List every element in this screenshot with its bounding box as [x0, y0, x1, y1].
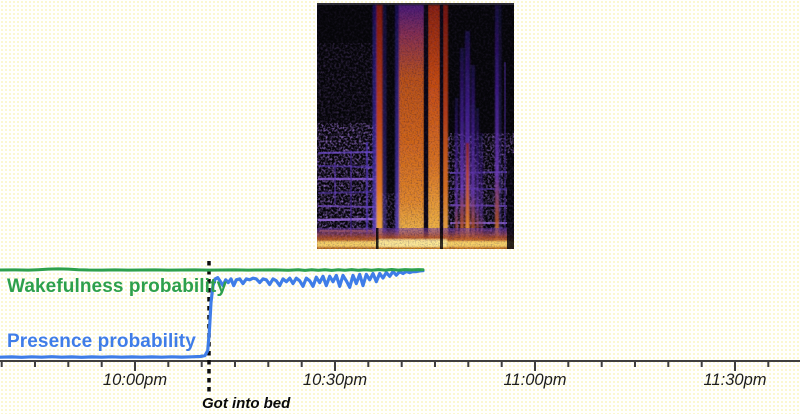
got-into-bed-label: Got into bed: [202, 395, 291, 412]
x-tick-label: 11:30pm: [703, 371, 767, 389]
wakefulness-series-label: Wakefulness probability: [7, 276, 228, 297]
audio-spectrogram: [317, 3, 514, 249]
wakefulness-line: [0, 267, 425, 272]
x-tick-label: 10:00pm: [102, 371, 168, 389]
spectrogram-image: [317, 3, 514, 249]
presence-series-label: Presence probability: [7, 331, 196, 352]
presence-line: [0, 269, 425, 359]
x-axis-ticks: [0, 361, 770, 371]
x-tick-label: 10:30pm: [302, 371, 368, 389]
x-tick-label: 11:00pm: [503, 371, 567, 389]
